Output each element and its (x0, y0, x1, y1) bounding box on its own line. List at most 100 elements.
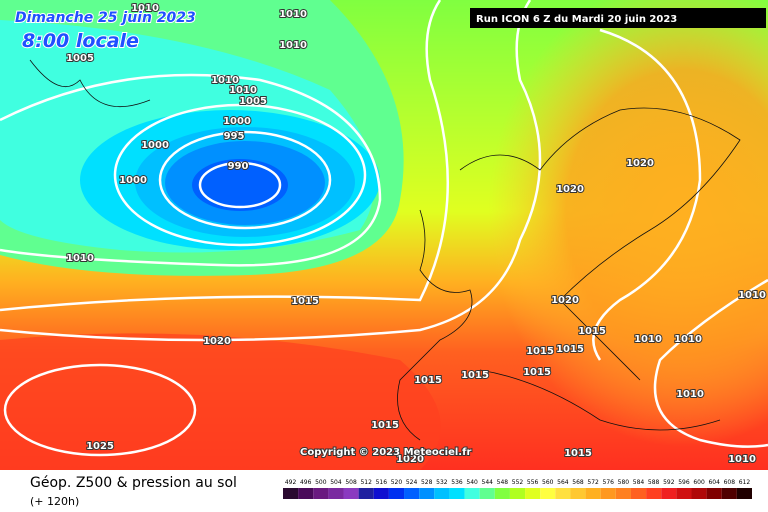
scale-label: 528 (421, 479, 433, 486)
isobar-label: 1000 (223, 116, 251, 127)
isobar-label: 1020 (551, 295, 579, 306)
isobar-label: 1025 (86, 441, 114, 452)
scale-label: 548 (497, 479, 509, 486)
isobar-label: 1010 (279, 9, 307, 20)
scale-label: 520 (391, 479, 403, 486)
isobar-label: 1015 (578, 326, 606, 337)
isobar-label: 1010 (229, 85, 257, 96)
color-scale: 492 496 500 504 508 512 516 520 524 528 532 536 540 5… (283, 479, 752, 499)
scale-swatch (736, 488, 752, 499)
coastline (479, 369, 721, 431)
scale-swatch (373, 488, 389, 499)
scale-swatch (691, 488, 707, 499)
scale-swatch (464, 488, 480, 499)
isobar (113, 103, 367, 247)
isobar-label: 1015 (556, 344, 584, 355)
scale-swatch (388, 488, 405, 499)
scale-label: 492 (285, 479, 297, 486)
scale-label: 596 (678, 479, 690, 486)
scale-label: 572 (587, 479, 599, 486)
isobar (653, 278, 768, 448)
forecast-date: Dimanche 25 juin 2023 (15, 10, 196, 26)
isobar-label: 1010 (279, 40, 307, 51)
isobar-label: 1010 (66, 253, 94, 264)
scale-swatch (721, 488, 737, 499)
isobar-label: 1005 (239, 96, 267, 107)
scale-label: 560 (542, 479, 554, 486)
scale-label: 612 (739, 479, 751, 486)
isobar-label: 1020 (203, 336, 231, 347)
scale-label: 608 (724, 479, 736, 486)
run-info: Run ICON 6 Z du Mardi 20 juin 2023 (476, 14, 677, 25)
scale-label: 564 (557, 479, 569, 486)
scale-swatch (449, 488, 465, 499)
scale-label: 508 (345, 479, 357, 486)
isobar-label: 1010 (211, 75, 239, 86)
scale-swatch (283, 488, 299, 499)
isobar-labels: 1010101010051010101010101005100099510009… (65, 2, 767, 466)
scale-label: 540 (466, 479, 478, 486)
scale-label: 532 (436, 479, 448, 486)
scale-label: 568 (572, 479, 584, 486)
isobar-label: 990 (228, 161, 249, 172)
isobar-label: 1000 (119, 175, 147, 186)
isobar-label: 995 (224, 131, 245, 142)
zone (0, 333, 441, 470)
isobar-label: 1010 (131, 3, 159, 14)
scale-swatch (676, 488, 692, 499)
map: 1010101010051010101010101005100099510009… (0, 0, 768, 470)
scale-swatch (313, 488, 329, 499)
isobar (0, 0, 450, 312)
isobar (0, 0, 542, 342)
scale-swatch (494, 488, 510, 499)
isobar-label: 1020 (626, 158, 654, 169)
isobar (592, 28, 702, 361)
scale-label: 496 (300, 479, 312, 486)
scale-swatch (555, 488, 571, 499)
isobar-label: 1010 (634, 334, 662, 345)
coastline (397, 209, 473, 441)
coastline (459, 107, 741, 381)
coastline (29, 59, 151, 107)
scale-swatch (479, 488, 495, 499)
footer-title: Géop. Z500 & pression au sol (30, 475, 237, 491)
isobar-label: 1015 (461, 370, 489, 381)
scale-swatch (358, 488, 374, 499)
copyright: Copyright © 2023 Meteociel.fr (300, 447, 471, 458)
scale-swatch (706, 488, 722, 499)
scale-label: 580 (618, 479, 630, 486)
isobar-label: 1005 (66, 53, 94, 64)
scale-label: 536 (451, 479, 463, 486)
scale-swatch (600, 488, 616, 499)
scale-swatch (661, 488, 677, 499)
scale-label: 604 (708, 479, 720, 486)
isobar-label: 1000 (141, 140, 169, 151)
isobar (158, 130, 332, 230)
zone (192, 159, 288, 211)
isobar (0, 73, 382, 267)
scale-label: 512 (360, 479, 372, 486)
isobar-label: 1020 (556, 184, 584, 195)
isobar-label: 1010 (674, 334, 702, 345)
scale-label: 576 (603, 479, 615, 486)
isobar-label: 1015 (523, 367, 551, 378)
scale-label: 524 (406, 479, 418, 486)
scale-label: 544 (482, 479, 494, 486)
isobar-label: 1015 (564, 448, 592, 459)
isobar-label: 1015 (414, 375, 442, 386)
isobars (0, 0, 768, 455)
footer-lead: (+ 120h) (30, 495, 79, 508)
isobar-label: 1020 (396, 454, 424, 465)
scale-swatch (570, 488, 586, 499)
isobar-label: 1010 (738, 290, 766, 301)
scale-swatch (615, 488, 631, 499)
warm-area (380, 0, 768, 470)
scale-swatch (525, 488, 541, 499)
scale-label: 504 (330, 479, 342, 486)
scale-swatch (343, 488, 359, 499)
isobar-label: 1015 (526, 346, 554, 357)
isobar-label: 1015 (291, 296, 319, 307)
scale-swatch (298, 488, 314, 499)
scale-swatch (540, 488, 556, 499)
